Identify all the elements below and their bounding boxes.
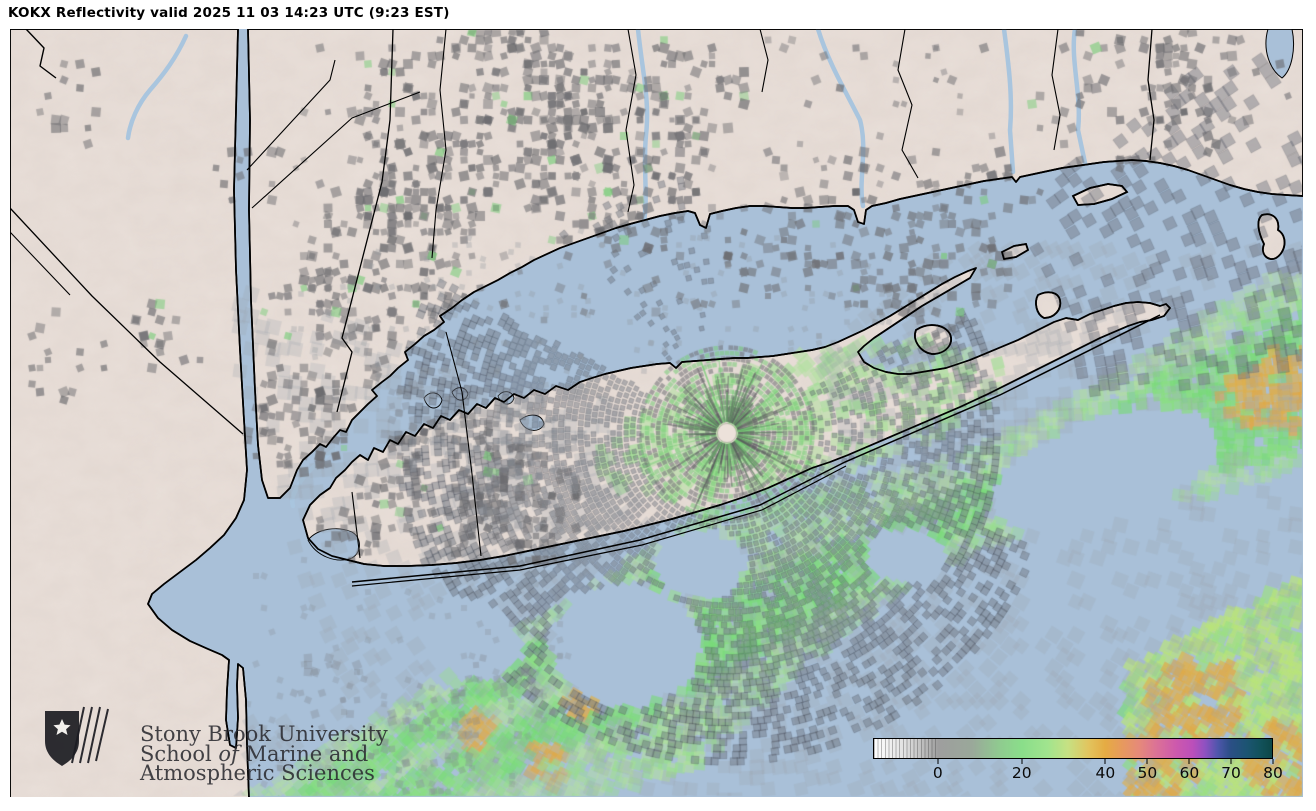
shield-star-icon: [45, 706, 109, 766]
colorbar-tick-mark: [1188, 759, 1190, 764]
colorbar-tick-mark: [1146, 759, 1148, 764]
radar-reflectivity-layer: [10, 29, 1303, 797]
colorbar-tick-mark: [937, 759, 939, 764]
colorbar-tick-label: 50: [1137, 764, 1158, 782]
colorbar-tick-mark: [1104, 759, 1106, 764]
colorbar-tick-mark: [1272, 759, 1274, 764]
logo-text: Stony Brook University School of Marine …: [140, 705, 388, 784]
colorbar-tick-mark: [1021, 759, 1023, 764]
colorbar-tick-label: 40: [1095, 764, 1116, 782]
colorbar-tick-label: 80: [1263, 764, 1283, 782]
stony-brook-logo: Stony Brook University School of Marine …: [42, 705, 388, 785]
colorbar-tick-label: 0: [932, 764, 943, 782]
colorbar-ticks: 0 20 40 50 60 70 80: [873, 759, 1283, 785]
reflectivity-colorbar: [873, 738, 1273, 759]
page-title: KOKX Reflectivity valid 2025 11 03 14:23…: [8, 5, 450, 21]
logo-line-1: Stony Brook University: [140, 722, 388, 746]
colorbar-tick-mark: [1230, 759, 1232, 764]
colorbar-tick-label: 20: [1011, 764, 1032, 782]
colorbar-tick-label: 60: [1179, 764, 1200, 782]
boundaries-layer: [10, 29, 1303, 797]
colorbar-tick-label: 70: [1221, 764, 1241, 782]
colorbar-discrete-steps: [874, 739, 939, 758]
logo-line-2: School of Marine and: [140, 741, 369, 766]
logo-line-3: Atmospheric Sciences: [140, 761, 375, 785]
